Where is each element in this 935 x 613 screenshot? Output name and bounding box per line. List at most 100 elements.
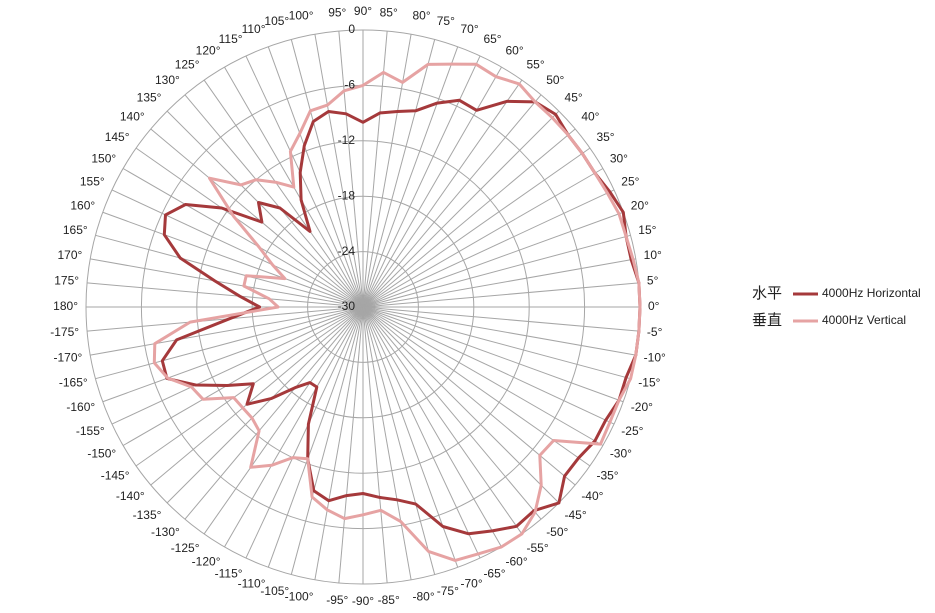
spoke: [362, 306, 502, 548]
spoke: [166, 110, 364, 308]
angle-label: 75°: [437, 14, 455, 28]
spoke: [102, 211, 364, 308]
spoke: [245, 306, 364, 559]
spoke: [362, 110, 560, 308]
angle-label: -30°: [610, 447, 632, 461]
angle-label: -175°: [50, 325, 79, 339]
spoke: [135, 147, 364, 308]
spoke: [338, 31, 364, 308]
series-line: [160, 98, 642, 536]
spoke: [290, 39, 364, 308]
spoke: [267, 46, 364, 308]
angle-label: 155°: [80, 174, 105, 188]
spoke: [150, 128, 364, 308]
angle-label: 150°: [91, 152, 116, 166]
spoke: [362, 306, 436, 575]
spoke: [184, 94, 364, 308]
angle-label: 70°: [460, 22, 478, 36]
legend-label: 垂直: [752, 312, 782, 329]
angle-label: 100°: [289, 9, 314, 23]
angle-label: 130°: [155, 73, 180, 87]
angle-label: 90°: [354, 4, 372, 18]
angle-label: 110°: [242, 22, 266, 36]
spoke: [338, 306, 364, 583]
angle-label: 35°: [596, 130, 614, 144]
angle-label: 140°: [120, 110, 145, 124]
angle-label: -165°: [59, 376, 88, 390]
spoke: [362, 306, 604, 446]
angle-label: 125°: [175, 58, 200, 72]
angle-label: -70°: [460, 576, 482, 590]
angle-label: -55°: [526, 541, 548, 555]
angle-label: -45°: [565, 508, 587, 522]
angle-label: -85°: [378, 593, 400, 607]
angle-label: -170°: [54, 350, 83, 364]
legend-entry: 4000Hz Horizontal: [822, 286, 921, 300]
grid-ring: [307, 251, 419, 363]
r-tick-label: 0: [348, 22, 355, 36]
spoke: [166, 306, 364, 504]
spoke: [362, 55, 481, 308]
spoke: [362, 211, 624, 308]
spoke: [362, 147, 591, 308]
spoke: [362, 306, 481, 559]
angle-label: -40°: [581, 489, 603, 503]
angle-label: 170°: [58, 248, 83, 262]
legend-entry: 4000Hz Vertical: [822, 313, 906, 327]
spoke: [362, 306, 560, 504]
angle-label: -35°: [596, 468, 618, 482]
angle-label: 55°: [526, 58, 544, 72]
angle-label: 80°: [412, 9, 430, 23]
angle-label: -15°: [638, 376, 660, 390]
angle-label: 95°: [328, 5, 346, 19]
angle-label: -120°: [192, 555, 221, 569]
spoke: [290, 306, 364, 575]
angle-label: -10°: [644, 350, 666, 364]
spoke: [122, 306, 364, 446]
angle-label: -130°: [151, 525, 180, 539]
grid-ring: [251, 195, 475, 419]
spoke: [314, 34, 364, 308]
angle-label: -65°: [483, 567, 505, 581]
angle-label: 120°: [196, 44, 221, 58]
spoke: [111, 189, 364, 308]
angle-label: 45°: [565, 91, 583, 105]
legend-label: 水平: [752, 285, 782, 302]
angle-label: -125°: [171, 541, 200, 555]
angle-label: 115°: [219, 32, 243, 46]
angle-label: -110°: [238, 576, 266, 590]
spoke: [362, 46, 459, 308]
angle-label: 165°: [63, 223, 88, 237]
angle-label: 160°: [70, 198, 95, 212]
spoke: [362, 306, 615, 425]
angle-label: -135°: [133, 508, 162, 522]
angle-label: 15°: [638, 223, 656, 237]
spoke: [362, 306, 523, 535]
angle-label: -145°: [101, 468, 130, 482]
r-tick-label: -30: [338, 299, 356, 313]
spoke: [362, 282, 639, 308]
spoke: [362, 306, 639, 332]
angle-label: 65°: [483, 32, 501, 46]
spoke: [111, 306, 364, 425]
spoke: [150, 306, 364, 486]
angle-label: 105°: [264, 14, 289, 28]
angle-label: 25°: [621, 174, 639, 188]
spoke: [362, 306, 412, 580]
series-line: [152, 62, 642, 562]
angle-label: -5°: [647, 325, 663, 339]
angle-label: 50°: [546, 73, 564, 87]
angle-label: -160°: [66, 400, 95, 414]
angle-label: 175°: [54, 273, 79, 287]
angle-label: 10°: [644, 248, 662, 262]
spoke: [362, 189, 615, 308]
angle-label: -60°: [506, 555, 528, 569]
spoke: [362, 79, 523, 308]
angle-label: -150°: [87, 447, 116, 461]
angle-label: -100°: [285, 590, 314, 604]
angle-label: -75°: [437, 584, 459, 598]
angle-label: 30°: [610, 152, 628, 166]
angle-label: -90°: [352, 594, 374, 608]
spoke: [362, 258, 636, 308]
